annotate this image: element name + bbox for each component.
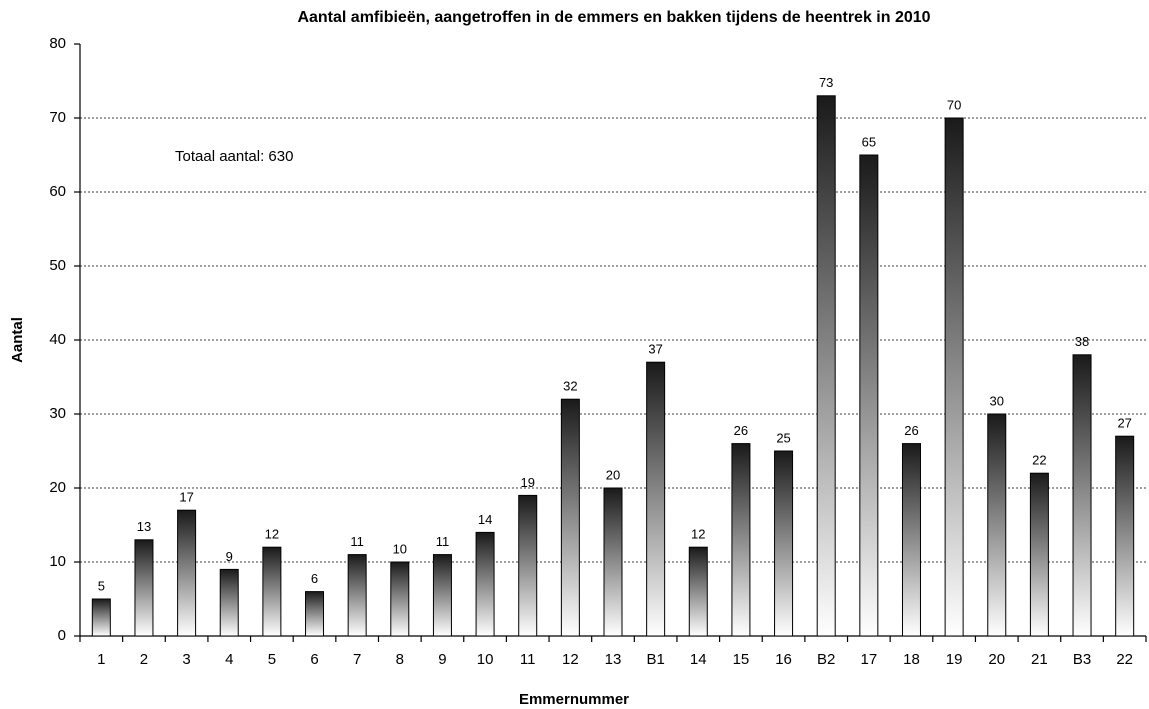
data-label: 10 xyxy=(393,541,407,556)
bar xyxy=(560,398,580,637)
bar xyxy=(816,95,836,637)
x-tick-label: 19 xyxy=(946,651,963,668)
bar xyxy=(91,598,111,637)
x-axis-label: Emmernummer xyxy=(519,691,629,708)
data-label: 65 xyxy=(862,134,876,149)
x-tick-label: 3 xyxy=(182,651,190,668)
data-label: 26 xyxy=(904,423,918,438)
x-tick-label: 22 xyxy=(1116,651,1133,668)
bar xyxy=(731,443,751,637)
x-tick-label: B3 xyxy=(1073,651,1091,668)
data-label: 14 xyxy=(478,512,492,527)
bar xyxy=(134,539,154,637)
y-tick-label: 60 xyxy=(49,183,66,200)
bar xyxy=(305,591,325,637)
data-label: 19 xyxy=(520,475,534,490)
data-label: 26 xyxy=(734,423,748,438)
bar xyxy=(518,494,538,637)
x-tick-label: 4 xyxy=(225,651,233,668)
data-label: 12 xyxy=(265,527,279,542)
y-tick-label: 30 xyxy=(49,405,66,422)
x-tick-label: 5 xyxy=(268,651,276,668)
bar xyxy=(859,154,879,637)
data-label: 30 xyxy=(990,393,1004,408)
y-tick-label: 10 xyxy=(49,553,66,570)
data-label: 73 xyxy=(819,75,833,90)
data-label: 11 xyxy=(350,534,364,549)
x-tick-label: 2 xyxy=(140,651,148,668)
bar xyxy=(390,561,410,637)
bar xyxy=(1115,435,1135,637)
x-tick-label: 1 xyxy=(97,651,105,668)
x-tick-label: 15 xyxy=(733,651,750,668)
x-tick-label: 8 xyxy=(396,651,404,668)
x-tick-label: 12 xyxy=(562,651,579,668)
x-tick-label: 18 xyxy=(903,651,920,668)
x-tick-label: 9 xyxy=(438,651,446,668)
bar xyxy=(347,554,367,637)
data-label: 37 xyxy=(648,342,662,357)
data-label: 11 xyxy=(436,534,450,549)
data-label: 5 xyxy=(98,578,105,593)
bar xyxy=(475,531,495,637)
annotation: Totaal aantal: 630 xyxy=(175,148,293,165)
x-tick-label: 7 xyxy=(353,651,361,668)
x-tick-label: B2 xyxy=(817,651,835,668)
y-tick-label: 20 xyxy=(49,479,66,496)
bar xyxy=(901,443,921,637)
bar xyxy=(603,487,623,637)
bar xyxy=(177,509,197,637)
bar xyxy=(1072,354,1092,637)
data-label: 32 xyxy=(563,379,577,394)
y-tick-label: 0 xyxy=(58,627,66,644)
x-tick-label: 20 xyxy=(988,651,1005,668)
x-tick-label: 6 xyxy=(310,651,318,668)
data-label: 22 xyxy=(1032,453,1046,468)
bar xyxy=(944,117,964,637)
data-label: 6 xyxy=(311,571,318,586)
bar xyxy=(688,546,708,637)
data-label: 38 xyxy=(1075,334,1089,349)
x-tick-label: 14 xyxy=(690,651,707,668)
y-tick-label: 40 xyxy=(49,331,66,348)
x-tick-label: 21 xyxy=(1031,651,1048,668)
data-label: 17 xyxy=(179,490,193,505)
y-axis-label: Aantal xyxy=(9,317,26,363)
data-label: 9 xyxy=(226,549,233,564)
x-tick-label: 13 xyxy=(605,651,622,668)
bar xyxy=(1029,472,1049,637)
bar xyxy=(987,413,1007,637)
x-tick-label: 16 xyxy=(775,651,792,668)
y-tick-label: 80 xyxy=(49,35,66,52)
x-tick-label: B1 xyxy=(646,651,664,668)
bar xyxy=(432,554,452,637)
chart-title: Aantal amfibieën, aangetroffen in de emm… xyxy=(297,9,930,26)
x-tick-label: 17 xyxy=(860,651,877,668)
data-label: 20 xyxy=(606,467,620,482)
x-tick-label: 10 xyxy=(477,651,494,668)
data-label: 13 xyxy=(137,519,151,534)
bar xyxy=(219,568,239,637)
data-label: 70 xyxy=(947,97,961,112)
bar xyxy=(262,546,282,637)
bar xyxy=(774,450,794,637)
x-tick-label: 11 xyxy=(520,651,536,668)
data-label: 12 xyxy=(691,527,705,542)
y-tick-label: 70 xyxy=(49,109,66,126)
y-tick-label: 50 xyxy=(49,257,66,274)
bar xyxy=(646,361,666,637)
data-label: 27 xyxy=(1117,416,1131,431)
data-label: 25 xyxy=(776,430,790,445)
